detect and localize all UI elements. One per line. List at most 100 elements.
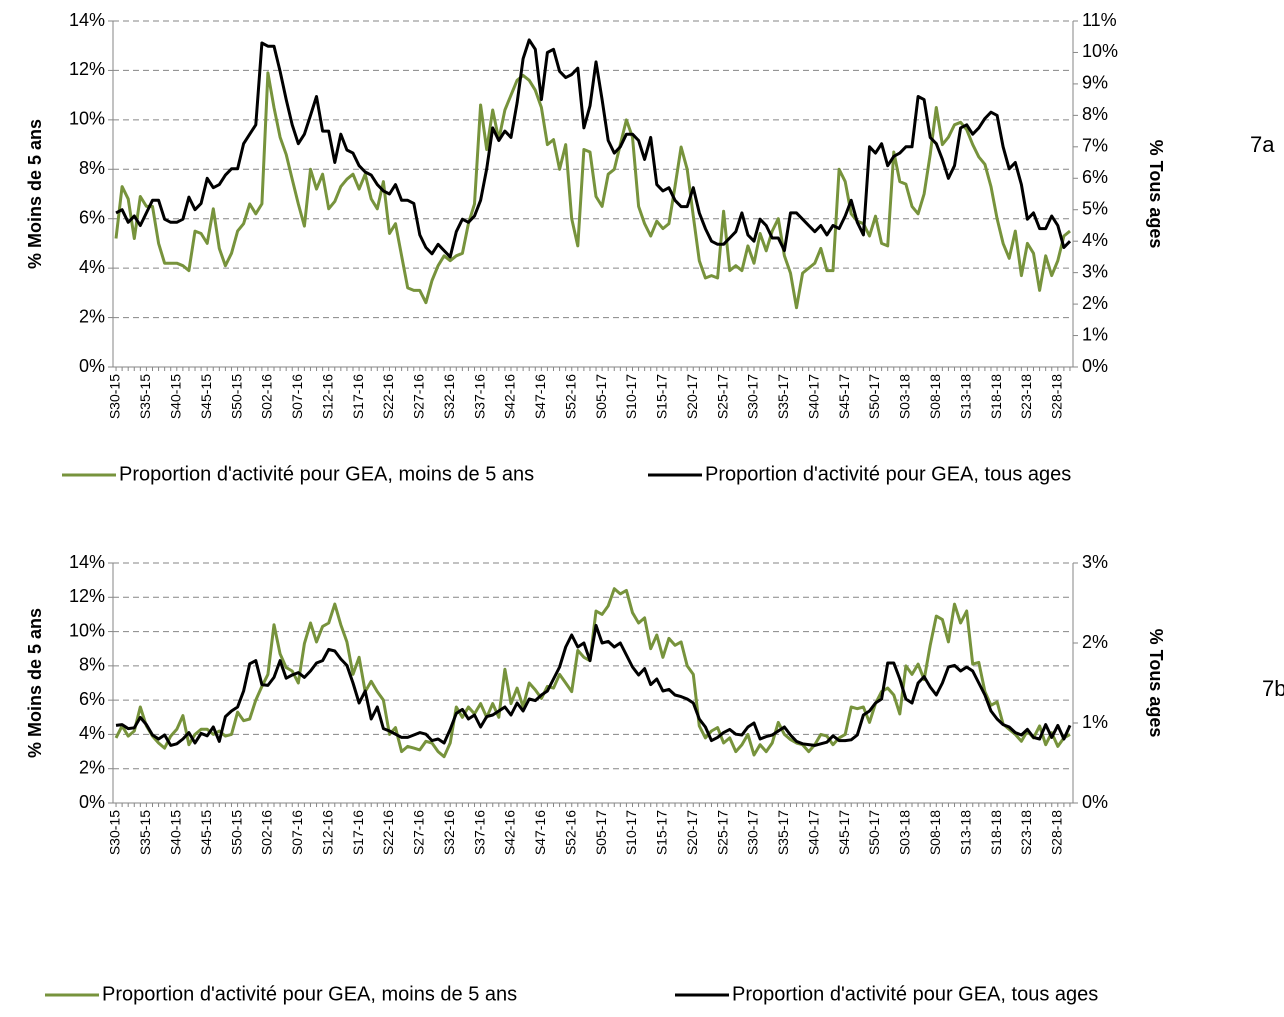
x-tick-label: S35-15 <box>137 810 153 855</box>
y2-tick-label: 2% <box>1082 632 1108 652</box>
x-tick-label: S37-16 <box>471 810 487 855</box>
y-tick-label: 12% <box>69 586 105 606</box>
x-tick-label: S13-18 <box>957 810 973 855</box>
x-tick-label: S18-18 <box>988 374 1004 419</box>
x-tick-label: S17-16 <box>350 810 366 855</box>
y-tick-label: 14% <box>69 10 105 30</box>
y-tick-label: 6% <box>79 689 105 709</box>
x-tick-label: S45-15 <box>198 810 214 855</box>
legend-label: Proportion d'activité pour GEA, moins de… <box>119 463 534 485</box>
y2-tick-label: 10% <box>1082 41 1118 61</box>
x-tick-label: S52-16 <box>562 810 578 855</box>
x-tick-label: S40-17 <box>805 374 821 419</box>
y-tick-label: 4% <box>79 723 105 743</box>
x-tick-label: S23-18 <box>1018 810 1034 855</box>
y-tick-label: 2% <box>79 757 105 777</box>
y-tick-label: 12% <box>69 59 105 79</box>
x-tick-label: S03-18 <box>897 374 913 419</box>
x-tick-label: S52-16 <box>562 374 578 419</box>
y2-tick-label: 2% <box>1082 293 1108 313</box>
series-line <box>114 71 1071 310</box>
x-tick-label: S17-16 <box>350 374 366 419</box>
x-tick-label: S13-18 <box>957 374 973 419</box>
x-tick-label: S23-18 <box>1018 374 1034 419</box>
x-tick-label: S50-15 <box>228 374 244 419</box>
x-tick-label: S42-16 <box>502 810 518 855</box>
series-line <box>115 623 1072 747</box>
y2-axis-title: % Tous ages <box>1146 140 1166 249</box>
x-tick-label: S42-16 <box>502 374 518 419</box>
legend-label: Proportion d'activité pour GEA, moins de… <box>102 983 517 1005</box>
y-axis-title: % Moins de 5 ans <box>25 119 45 269</box>
y2-tick-label: 9% <box>1082 73 1108 93</box>
x-tick-label: S30-17 <box>745 810 761 855</box>
x-tick-label: S07-16 <box>289 810 305 855</box>
x-tick-label: S27-16 <box>411 374 427 419</box>
x-tick-label: S05-17 <box>593 810 609 855</box>
y2-tick-label: 3% <box>1082 552 1108 572</box>
x-tick-label: S35-17 <box>775 810 791 855</box>
x-tick-label: S28-18 <box>1049 810 1065 855</box>
x-tick-label: S50-17 <box>866 374 882 419</box>
x-tick-label: S15-17 <box>654 810 670 855</box>
x-tick-label: S32-16 <box>441 810 457 855</box>
y-tick-label: 10% <box>69 109 105 129</box>
y2-tick-label: 8% <box>1082 104 1108 124</box>
y-tick-label: 0% <box>79 356 105 376</box>
x-tick-label: S02-16 <box>259 810 275 855</box>
y2-tick-label: 1% <box>1082 324 1108 344</box>
x-tick-label: S02-16 <box>259 374 275 419</box>
x-tick-label: S45-15 <box>198 374 214 419</box>
x-tick-label: S07-16 <box>289 374 305 419</box>
x-tick-label: S08-18 <box>927 374 943 419</box>
y-tick-label: 4% <box>79 257 105 277</box>
x-tick-label: S30-15 <box>107 374 123 419</box>
x-tick-label: S35-17 <box>775 374 791 419</box>
y-tick-label: 2% <box>79 306 105 326</box>
x-tick-label: S25-17 <box>714 810 730 855</box>
y2-axis-title: % Tous ages <box>1146 629 1166 738</box>
y-axis-title: % Moins de 5 ans <box>25 608 45 758</box>
y2-tick-label: 7% <box>1082 136 1108 156</box>
x-tick-label: S10-17 <box>623 810 639 855</box>
x-tick-label: S20-17 <box>684 374 700 419</box>
y2-tick-label: 6% <box>1082 167 1108 187</box>
x-tick-label: S27-16 <box>411 810 427 855</box>
x-tick-label: S50-15 <box>228 810 244 855</box>
legend-label: Proportion d'activité pour GEA, tous age… <box>705 463 1071 485</box>
y-tick-label: 14% <box>69 552 105 572</box>
x-tick-label: S08-18 <box>927 810 943 855</box>
y-tick-label: 8% <box>79 655 105 675</box>
y2-tick-label: 1% <box>1082 712 1108 732</box>
x-tick-label: S22-16 <box>380 374 396 419</box>
x-tick-label: S18-18 <box>988 810 1004 855</box>
y2-tick-label: 11% <box>1082 10 1117 30</box>
x-tick-label: S12-16 <box>319 810 335 855</box>
panel-label: 7b <box>1262 676 1284 701</box>
x-tick-label: S03-18 <box>897 810 913 855</box>
x-tick-label: S50-17 <box>866 810 882 855</box>
x-tick-label: S30-15 <box>107 810 123 855</box>
y2-tick-label: 0% <box>1082 356 1108 376</box>
x-tick-label: S37-16 <box>471 374 487 419</box>
x-tick-label: S45-17 <box>836 810 852 855</box>
x-tick-label: S30-17 <box>745 374 761 419</box>
y-tick-label: 10% <box>69 620 105 640</box>
x-tick-label: S35-15 <box>137 374 153 419</box>
panel-label: 7a <box>1250 132 1275 157</box>
x-tick-label: S22-16 <box>380 810 396 855</box>
x-tick-label: S47-16 <box>532 810 548 855</box>
y-tick-label: 6% <box>79 207 105 227</box>
x-tick-label: S25-17 <box>714 374 730 419</box>
x-tick-label: S47-16 <box>532 374 548 419</box>
x-tick-label: S32-16 <box>441 374 457 419</box>
x-tick-label: S05-17 <box>593 374 609 419</box>
y2-tick-label: 3% <box>1082 261 1108 281</box>
y2-tick-label: 0% <box>1082 792 1108 812</box>
x-tick-label: S20-17 <box>684 810 700 855</box>
legend-label: Proportion d'activité pour GEA, tous age… <box>732 983 1098 1005</box>
y-tick-label: 8% <box>79 158 105 178</box>
series-line <box>115 38 1072 259</box>
